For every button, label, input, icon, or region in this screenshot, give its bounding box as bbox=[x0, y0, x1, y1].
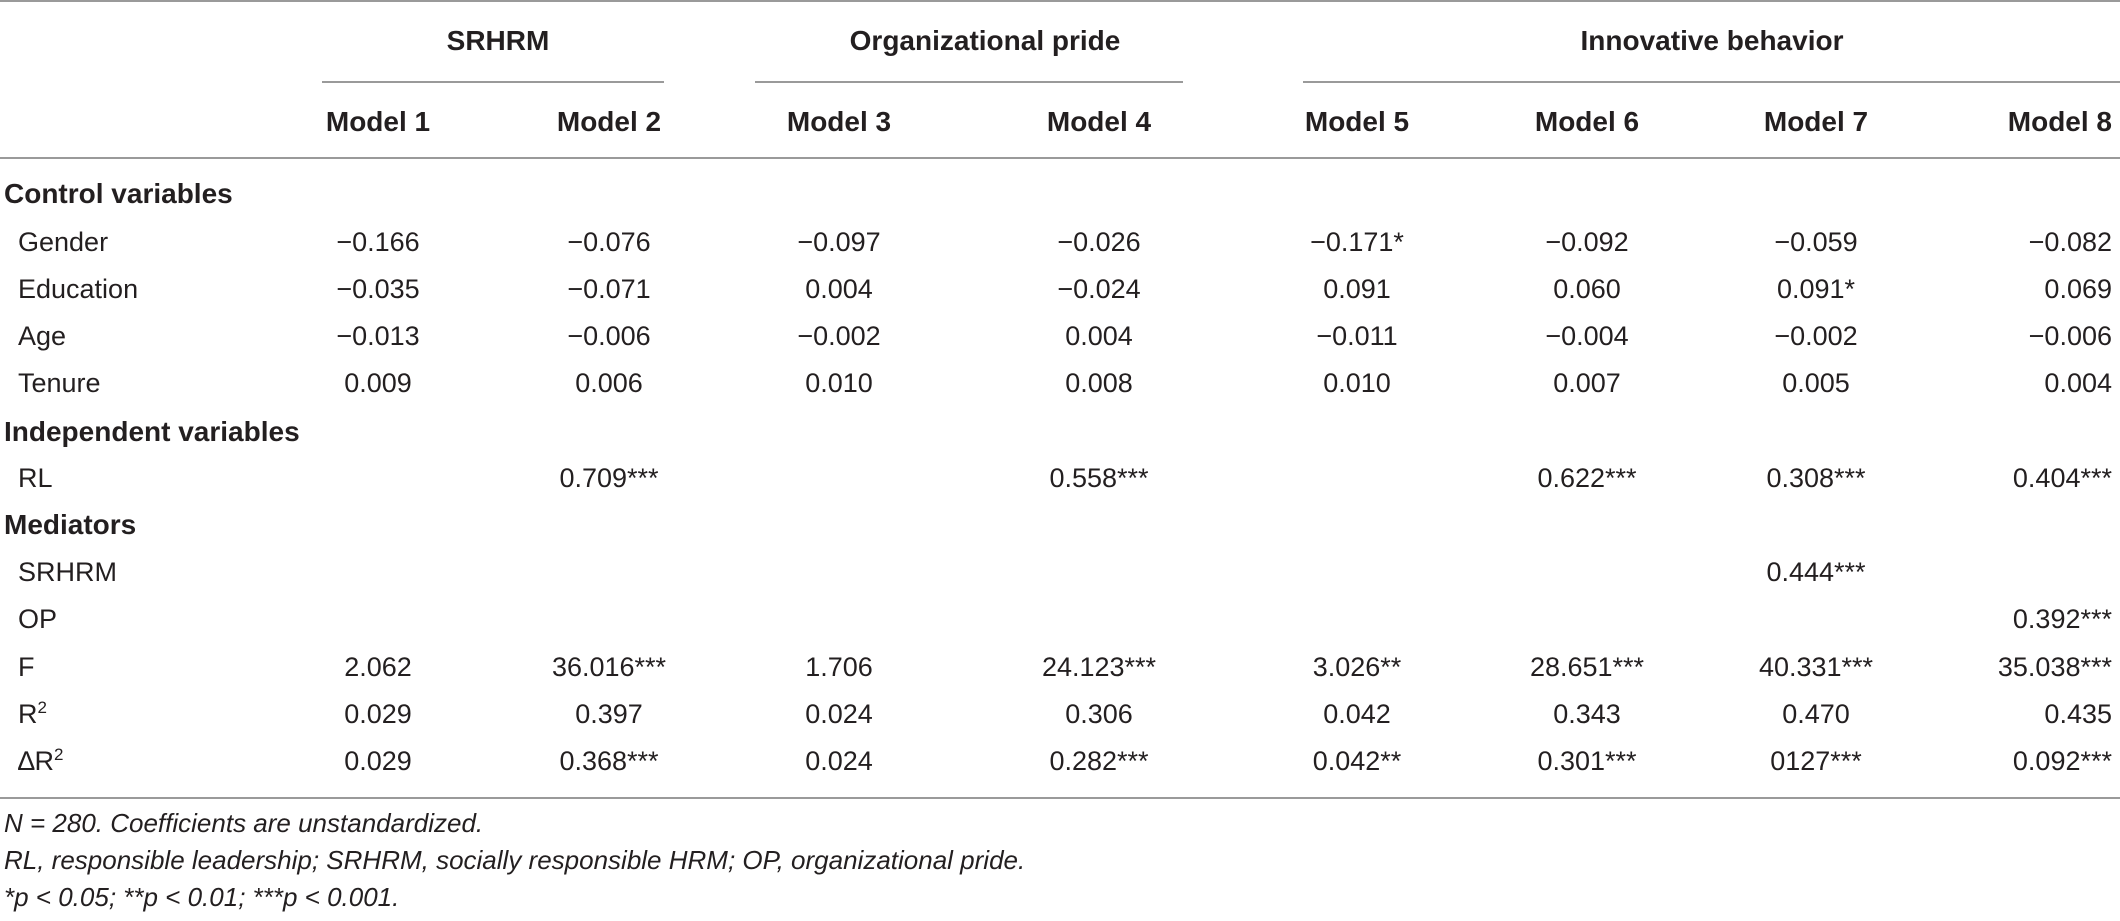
row-label-age: Age bbox=[18, 321, 67, 351]
cell-rl-model-6: 0.622*** bbox=[1537, 463, 1637, 493]
cell-gender-model-1: −0.166 bbox=[336, 227, 420, 257]
cell-tenure-model-6: 0.007 bbox=[1553, 368, 1621, 398]
cell-gender-model-2: −0.076 bbox=[567, 227, 651, 257]
cell-rl-model-4: 0.558*** bbox=[1049, 463, 1149, 493]
cell-age-model-3: −0.002 bbox=[797, 321, 881, 351]
cell-f-model-3: 1.706 bbox=[805, 652, 873, 682]
cell-srhrm-model-7: 0.444*** bbox=[1766, 557, 1866, 587]
cell-age-model-7: −0.002 bbox=[1774, 321, 1858, 351]
bottom-rule bbox=[0, 797, 2120, 799]
group-header-innovative-behavior: Innovative behavior bbox=[1580, 25, 1844, 56]
cell-r2-model-2: 0.397 bbox=[575, 699, 643, 729]
cell-f-model-6: 28.651*** bbox=[1529, 652, 1645, 682]
cell-rl-model-7: 0.308*** bbox=[1766, 463, 1866, 493]
cell-tenure-model-3: 0.010 bbox=[805, 368, 873, 398]
cell-dr2-model-8: 0.092*** bbox=[2012, 746, 2112, 776]
cell-rl-model-8: 0.404*** bbox=[2012, 463, 2112, 493]
cell-gender-model-8: −0.082 bbox=[2028, 227, 2112, 257]
cell-gender-model-7: −0.059 bbox=[1774, 227, 1858, 257]
model-header-7: Model 7 bbox=[1763, 106, 1869, 137]
cell-r2-model-5: 0.042 bbox=[1323, 699, 1391, 729]
cell-dr2-model-5: 0.042** bbox=[1312, 746, 1402, 776]
cell-f-model-4: 24.123*** bbox=[1041, 652, 1157, 682]
note-significance: *p < 0.05; **p < 0.01; ***p < 0.001. bbox=[4, 882, 400, 912]
row-label-op: OP bbox=[18, 604, 58, 634]
cell-f-model-8: 35.038*** bbox=[1997, 652, 2112, 682]
cell-education-model-7: 0.091* bbox=[1776, 274, 1856, 304]
cell-gender-model-5: −0.171* bbox=[1310, 227, 1404, 257]
row-label-delta-r-squared: ∆R2 bbox=[18, 745, 64, 776]
cell-gender-model-4: −0.026 bbox=[1057, 227, 1141, 257]
group-header-srhrm: SRHRM bbox=[446, 25, 550, 56]
cell-dr2-model-7: 0127*** bbox=[1770, 746, 1862, 776]
row-label-education: Education bbox=[18, 274, 139, 304]
cell-r2-model-3: 0.024 bbox=[805, 699, 873, 729]
model-header-5: Model 5 bbox=[1304, 106, 1410, 137]
cell-dr2-model-4: 0.282*** bbox=[1049, 746, 1149, 776]
cell-dr2-model-2: 0.368*** bbox=[559, 746, 659, 776]
row-label-f: F bbox=[18, 652, 35, 682]
model-header-8: Model 8 bbox=[2007, 106, 2112, 137]
cell-f-model-2: 36.016*** bbox=[551, 652, 667, 682]
section-mediators: Mediators bbox=[4, 509, 137, 540]
cell-education-model-4: −0.024 bbox=[1057, 274, 1141, 304]
cell-rl-model-2: 0.709*** bbox=[559, 463, 659, 493]
cell-education-model-1: −0.035 bbox=[336, 274, 420, 304]
cell-dr2-model-3: 0.024 bbox=[805, 746, 873, 776]
cell-age-model-8: −0.006 bbox=[2028, 321, 2112, 351]
section-independent-variables: Independent variables bbox=[4, 416, 300, 447]
cell-r2-model-4: 0.306 bbox=[1065, 699, 1133, 729]
cell-gender-model-3: −0.097 bbox=[797, 227, 881, 257]
cell-r2-model-8: 0.435 bbox=[2044, 699, 2112, 729]
cell-r2-model-7: 0.470 bbox=[1782, 699, 1850, 729]
note-sample-size: N = 280. Coefficients are unstandardized… bbox=[4, 808, 484, 838]
header-rule bbox=[0, 157, 2120, 159]
row-label-tenure: Tenure bbox=[18, 368, 101, 398]
note-abbreviations: RL, responsible leadership; SRHRM, socia… bbox=[4, 845, 1026, 875]
cell-op-model-8: 0.392*** bbox=[2012, 604, 2112, 634]
cell-age-model-4: 0.004 bbox=[1065, 321, 1133, 351]
cell-dr2-model-6: 0.301*** bbox=[1537, 746, 1637, 776]
group-header-organizational-pride: Organizational pride bbox=[849, 25, 1121, 56]
section-control-variables: Control variables bbox=[4, 178, 233, 209]
row-label-gender: Gender bbox=[18, 227, 109, 257]
cell-education-model-2: −0.071 bbox=[567, 274, 651, 304]
cell-education-model-5: 0.091 bbox=[1323, 274, 1391, 304]
cell-r2-model-1: 0.029 bbox=[344, 699, 412, 729]
innovative-group-rule bbox=[1303, 81, 2120, 83]
top-rule bbox=[0, 0, 2120, 2]
cell-age-model-5: −0.011 bbox=[1316, 321, 1398, 351]
cell-dr2-model-1: 0.029 bbox=[344, 746, 412, 776]
cell-education-model-3: 0.004 bbox=[805, 274, 873, 304]
row-label-rl: RL bbox=[18, 463, 53, 493]
cell-tenure-model-4: 0.008 bbox=[1065, 368, 1133, 398]
model-header-1: Model 1 bbox=[325, 106, 431, 137]
cell-age-model-2: −0.006 bbox=[567, 321, 651, 351]
srhrm-group-rule bbox=[322, 81, 664, 83]
model-header-2: Model 2 bbox=[556, 106, 662, 137]
cell-tenure-model-8: 0.004 bbox=[2044, 368, 2112, 398]
cell-tenure-model-1: 0.009 bbox=[344, 368, 412, 398]
cell-education-model-6: 0.060 bbox=[1553, 274, 1621, 304]
pride-group-rule bbox=[755, 81, 1183, 83]
model-header-3: Model 3 bbox=[786, 106, 892, 137]
cell-gender-model-6: −0.092 bbox=[1545, 227, 1629, 257]
model-header-4: Model 4 bbox=[1046, 106, 1152, 137]
cell-age-model-6: −0.004 bbox=[1545, 321, 1629, 351]
cell-tenure-model-7: 0.005 bbox=[1782, 368, 1850, 398]
cell-f-model-5: 3.026** bbox=[1312, 652, 1402, 682]
cell-f-model-1: 2.062 bbox=[344, 652, 412, 682]
cell-tenure-model-5: 0.010 bbox=[1323, 368, 1391, 398]
row-label-r-squared: R2 bbox=[18, 698, 47, 729]
cell-r2-model-6: 0.343 bbox=[1553, 699, 1621, 729]
cell-tenure-model-2: 0.006 bbox=[575, 368, 643, 398]
model-header-6: Model 6 bbox=[1534, 106, 1640, 137]
cell-f-model-7: 40.331*** bbox=[1758, 652, 1874, 682]
cell-education-model-8: 0.069 bbox=[2044, 274, 2112, 304]
cell-age-model-1: −0.013 bbox=[336, 321, 420, 351]
row-label-srhrm: SRHRM bbox=[18, 557, 117, 587]
